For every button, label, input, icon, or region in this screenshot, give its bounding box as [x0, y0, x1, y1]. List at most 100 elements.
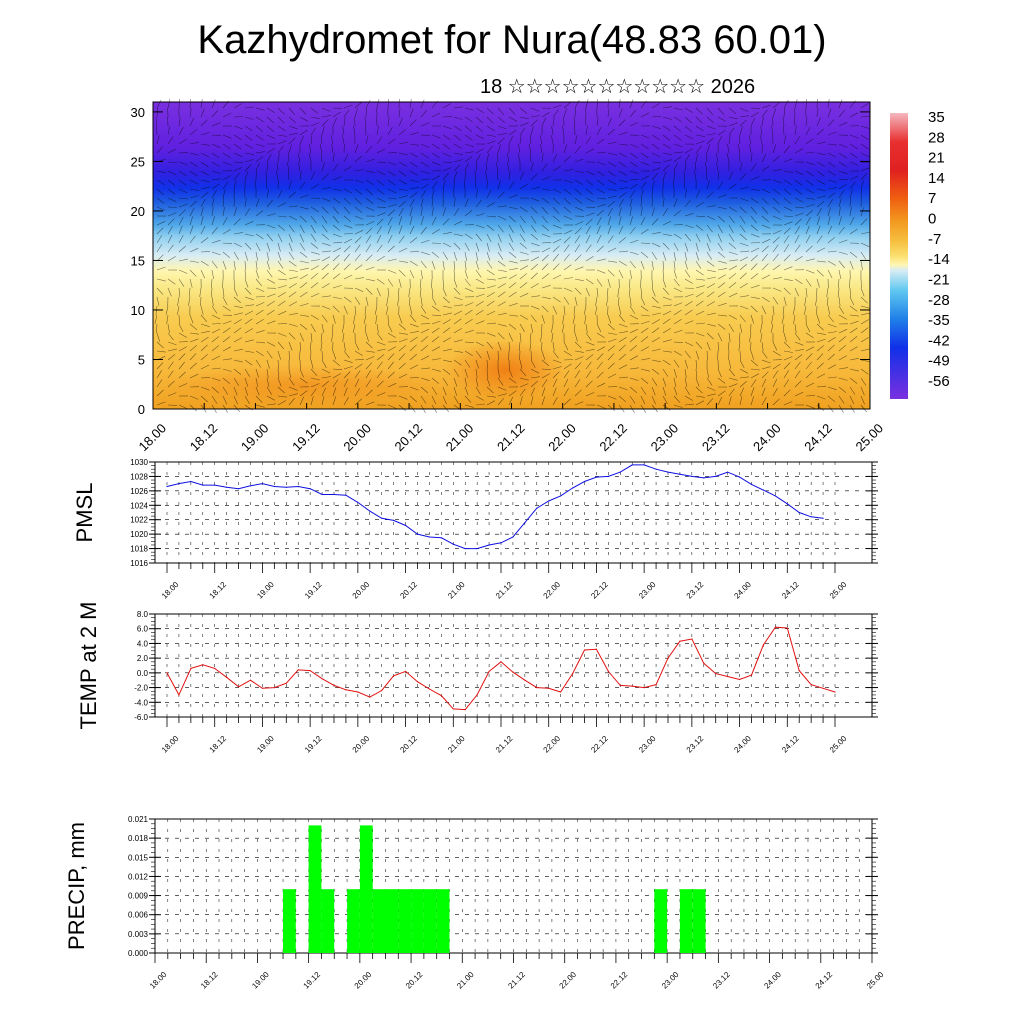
data-point: [631, 685, 633, 687]
wind-barb: [189, 170, 198, 177]
wind-barb: [277, 350, 281, 360]
wind-barb: [310, 368, 318, 376]
wind-barb: [244, 260, 246, 271]
data-point: [822, 687, 824, 689]
wind-barb: [683, 171, 686, 181]
wind-barb: [794, 370, 801, 379]
wind-barb: [299, 215, 307, 223]
wind-barb: [354, 108, 358, 118]
data-point: [369, 510, 371, 512]
wind-barb: [431, 181, 438, 190]
wind-barb: [200, 251, 211, 253]
wind-barb: [772, 215, 782, 220]
wind-barb: [519, 273, 528, 280]
wind-barb: [838, 143, 848, 148]
precip-bar: [436, 889, 450, 953]
wind-barb: [673, 170, 675, 181]
wind-barb: [717, 332, 723, 342]
data-point: [273, 687, 275, 689]
wind-barb: [244, 278, 249, 288]
wind-barb: [233, 125, 243, 130]
wind-barb: [486, 125, 495, 132]
wind-barb: [607, 170, 616, 177]
wind-barb: [772, 398, 780, 406]
wind-barb: [365, 362, 373, 370]
wind-barb: [453, 242, 461, 250]
wind-barb: [200, 305, 204, 315]
wind-barb: [233, 143, 242, 150]
wind-barb: [288, 301, 298, 307]
wind-barb: [607, 332, 617, 335]
wind-barb: [783, 287, 791, 295]
wind-barb: [530, 272, 538, 280]
wind-barb: [266, 309, 275, 316]
wind-barb: [310, 282, 319, 289]
wind-barb: [618, 395, 626, 403]
wind-barb: [398, 161, 407, 167]
wind-barb: [376, 218, 384, 226]
wind-barb: [552, 165, 561, 172]
wind-barb: [167, 148, 177, 154]
wind-barb: [156, 287, 164, 295]
wind-barb: [277, 395, 287, 398]
wind-barb: [244, 198, 247, 208]
wind-barb: [178, 383, 188, 388]
wind-barb: [574, 227, 582, 235]
wind-barb: [155, 117, 158, 127]
wind-barb: [860, 167, 870, 172]
wind-barb: [695, 189, 701, 199]
wind-barb: [354, 277, 364, 280]
wind-barb: [651, 172, 659, 181]
wind-barb: [563, 350, 572, 356]
wind-barb: [651, 251, 658, 260]
wind-barb: [343, 378, 349, 388]
wind-barb: [156, 350, 166, 353]
wind-barb: [200, 386, 210, 391]
wind-barb: [321, 272, 329, 280]
wind-barb: [255, 359, 262, 368]
wind-barb: [585, 197, 595, 203]
wind-barb: [420, 198, 424, 208]
wind-barb: [563, 197, 571, 205]
wind-barb: [573, 323, 576, 334]
wind-barb: [826, 287, 829, 297]
wind-barb: [860, 260, 863, 270]
wind-barb: [607, 225, 612, 235]
wind-barb: [629, 328, 639, 334]
wind-barb: [760, 323, 763, 333]
wind-barb: [508, 350, 510, 361]
wind-barb: [277, 140, 287, 145]
wind-barb: [442, 116, 453, 118]
wind-barb: [662, 377, 667, 387]
wind-barb: [750, 215, 757, 224]
wind-barb: [596, 161, 606, 166]
wind-barb: [486, 278, 496, 281]
wind-barb: [849, 377, 858, 384]
wind-barb: [156, 235, 163, 244]
wind-barb: [409, 199, 415, 208]
wind-barb: [651, 260, 654, 270]
wind-barb: [838, 328, 848, 334]
wind-barb: [838, 239, 848, 244]
wind-barb: [299, 116, 309, 122]
wind-barb: [618, 344, 626, 352]
wind-barb: [585, 354, 594, 361]
wind-barb: [585, 380, 593, 388]
wind-barb: [244, 359, 253, 366]
wind-barb: [398, 170, 407, 177]
wind-barb: [739, 197, 749, 202]
wind-barb: [409, 99, 412, 109]
wind-barb: [552, 206, 560, 214]
wind-barb: [442, 143, 451, 150]
wind-barb: [728, 171, 733, 181]
x-tick-label: 23.00: [648, 421, 682, 455]
wind-barb: [486, 260, 493, 269]
wind-barb: [266, 251, 270, 261]
wind-barb: [607, 152, 617, 156]
wind-barb: [695, 278, 705, 281]
x-tick-label: 18.00: [160, 580, 181, 601]
wind-barb: [750, 396, 754, 406]
wind-barb: [199, 287, 202, 297]
wind-barb: [684, 293, 694, 298]
wind-barb: [618, 269, 624, 279]
